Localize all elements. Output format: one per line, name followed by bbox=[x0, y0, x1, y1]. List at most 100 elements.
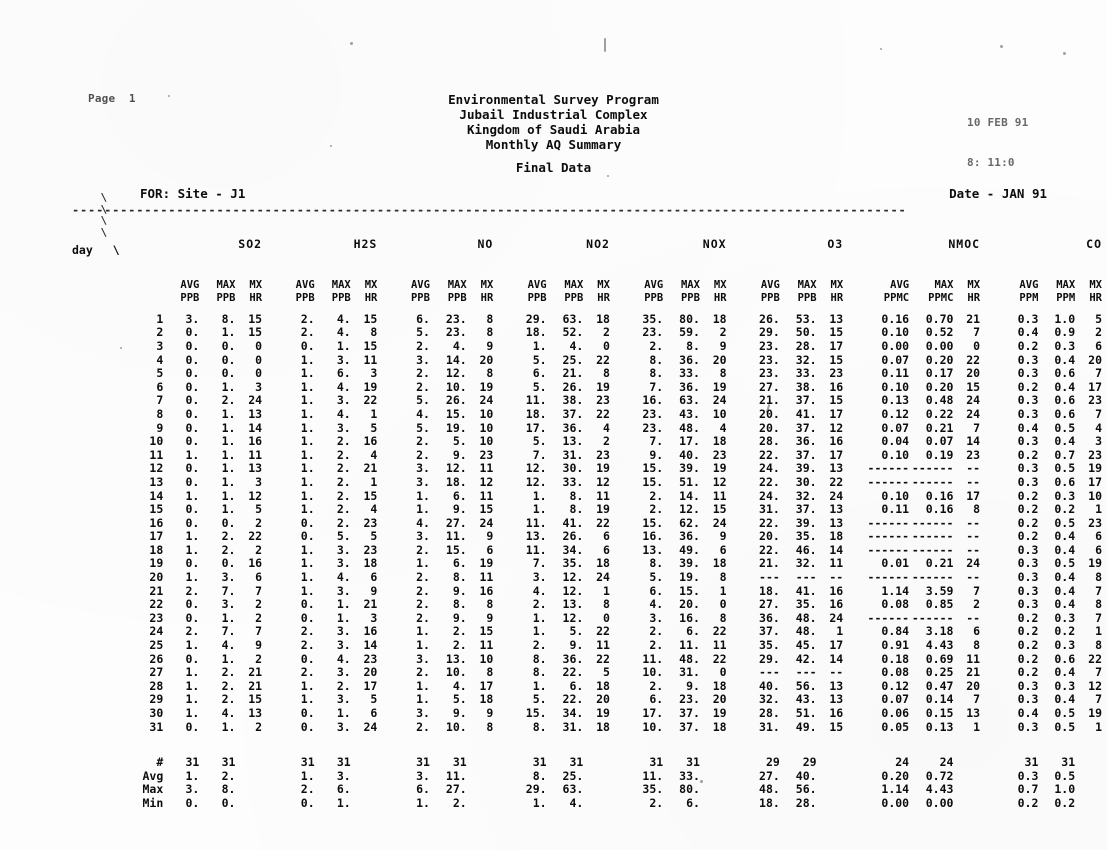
cell-value: 2 bbox=[973, 597, 981, 612]
cell-value: 22 bbox=[596, 515, 610, 530]
cell-value: 0. bbox=[300, 338, 315, 353]
col-gap bbox=[493, 490, 509, 504]
col-gap bbox=[377, 612, 393, 626]
summary-cell: 29 bbox=[765, 755, 780, 770]
col-gap bbox=[262, 530, 278, 544]
col-gap bbox=[843, 783, 865, 797]
cell-value: 3.18 bbox=[925, 624, 954, 639]
summary-cell: 24 bbox=[939, 755, 954, 770]
col-gap bbox=[262, 381, 278, 395]
col-gap bbox=[493, 770, 509, 784]
col-gap bbox=[843, 326, 865, 340]
cell-value: 2. bbox=[452, 624, 467, 639]
cell-value: 18 bbox=[712, 719, 727, 734]
cell-value: 8 bbox=[370, 325, 378, 340]
col-gap bbox=[262, 721, 278, 735]
cell-value: 35. bbox=[759, 638, 780, 653]
col-gap bbox=[377, 797, 393, 811]
cell-value: 1 bbox=[836, 624, 844, 639]
cell-value: 16 bbox=[829, 583, 844, 598]
cell-value: 2. bbox=[221, 692, 236, 707]
cell-value: 19 bbox=[479, 556, 494, 571]
cell-value: 0.52 bbox=[925, 325, 954, 340]
col-gap bbox=[377, 326, 393, 340]
col-gap bbox=[843, 340, 865, 354]
cell-value: 9. bbox=[452, 610, 467, 625]
cell-value: 1. bbox=[336, 338, 351, 353]
cell-value: 17 bbox=[966, 488, 981, 503]
cell-value: 46. bbox=[795, 542, 817, 557]
summary-cell: 1.14 bbox=[881, 782, 910, 797]
col-gap bbox=[493, 313, 509, 327]
col-gap bbox=[493, 598, 509, 612]
group-header-o3: O3 bbox=[827, 237, 844, 252]
cell-value: 1. bbox=[221, 474, 236, 489]
cell-day: 6 bbox=[156, 379, 164, 394]
cell-value: 1. bbox=[300, 434, 315, 449]
cell-value: 0.91 bbox=[881, 638, 910, 653]
cell-value: 9 bbox=[486, 610, 494, 625]
cell-value: 0.3 bbox=[1017, 719, 1039, 734]
cell-value: 1. bbox=[300, 502, 315, 517]
cell-value: 14 bbox=[363, 638, 378, 653]
cell-value: 41. bbox=[562, 515, 584, 530]
col-gap bbox=[262, 680, 278, 694]
col-gap bbox=[610, 783, 626, 797]
col-gap bbox=[980, 476, 1002, 490]
summary-cell bbox=[583, 756, 610, 770]
cell-value: -- bbox=[966, 515, 981, 530]
cell-value: 23 bbox=[829, 366, 844, 381]
cell-value: 8. bbox=[221, 311, 236, 326]
cell-value: 5. bbox=[532, 692, 547, 707]
summary-cell: 31 bbox=[1061, 755, 1076, 770]
cell-value: 5. bbox=[452, 434, 467, 449]
cell-value: 8. bbox=[532, 651, 547, 666]
summary-cell: 31 bbox=[300, 755, 315, 770]
cell-value: 20 bbox=[712, 692, 727, 707]
col-gap bbox=[493, 585, 509, 599]
col-gap bbox=[980, 340, 1002, 354]
cell-value: 15 bbox=[829, 393, 844, 408]
cell-value: 20. bbox=[759, 420, 780, 435]
cell-value: 0.6 bbox=[1054, 366, 1076, 381]
cell-value: 2. bbox=[336, 434, 351, 449]
cell-value: 0 bbox=[603, 338, 610, 353]
col-gap bbox=[727, 490, 743, 504]
table-row: 7 0. 2. 24 1. 3. 22 5. 26. 24 11. 38. 23 16. 63. 24 21. 3… bbox=[72, 394, 1102, 408]
cell-value: 23 bbox=[712, 447, 727, 462]
col-gap bbox=[262, 612, 278, 626]
cell-value: 10. bbox=[445, 665, 467, 680]
table-row: 19 0. 0. 16 1. 3. 18 1. 6. 19 7. 35. 18 8. 39. 18 21. 32.… bbox=[72, 557, 1102, 571]
cell-value: 12. bbox=[562, 570, 584, 585]
cell-value: 0 bbox=[255, 366, 263, 381]
cell-day: 22 bbox=[149, 597, 164, 612]
cell-value: 11 bbox=[479, 461, 494, 476]
cell-value: 1. bbox=[300, 678, 315, 693]
col-gap bbox=[377, 462, 393, 476]
cell-value: 0. bbox=[221, 556, 236, 571]
cell-value: 9 bbox=[486, 338, 494, 353]
cell-value: 16 bbox=[479, 583, 494, 598]
cell-value: 5 bbox=[603, 665, 610, 680]
cell-value: 2. bbox=[221, 665, 236, 680]
cell-value: 17 bbox=[479, 678, 494, 693]
summary-cell: 11. bbox=[642, 768, 664, 783]
summary-cell bbox=[1075, 770, 1102, 784]
cell-day: 20 bbox=[149, 570, 164, 585]
cell-value: 0.4 bbox=[1054, 570, 1076, 585]
summary-cell bbox=[953, 783, 980, 797]
col-gap bbox=[493, 367, 509, 381]
summary-cell: 3. bbox=[416, 768, 430, 783]
col-gap bbox=[843, 625, 865, 639]
cell-value: 9. bbox=[452, 447, 467, 462]
summary-cell: 1. bbox=[185, 768, 200, 783]
col-gap bbox=[843, 394, 865, 408]
summary-cell bbox=[351, 783, 378, 797]
col-gap bbox=[843, 544, 865, 558]
grid-body: 1 3. 8. 15 2. 4. 15 6. 23. 8 29. 63. 18 35. 80. 18 26. 53… bbox=[72, 311, 1102, 735]
col-gap bbox=[377, 783, 393, 797]
col-gap bbox=[610, 354, 626, 368]
col-gap bbox=[610, 680, 626, 694]
col-gap bbox=[377, 707, 393, 721]
cell-value: 3 bbox=[255, 379, 263, 394]
